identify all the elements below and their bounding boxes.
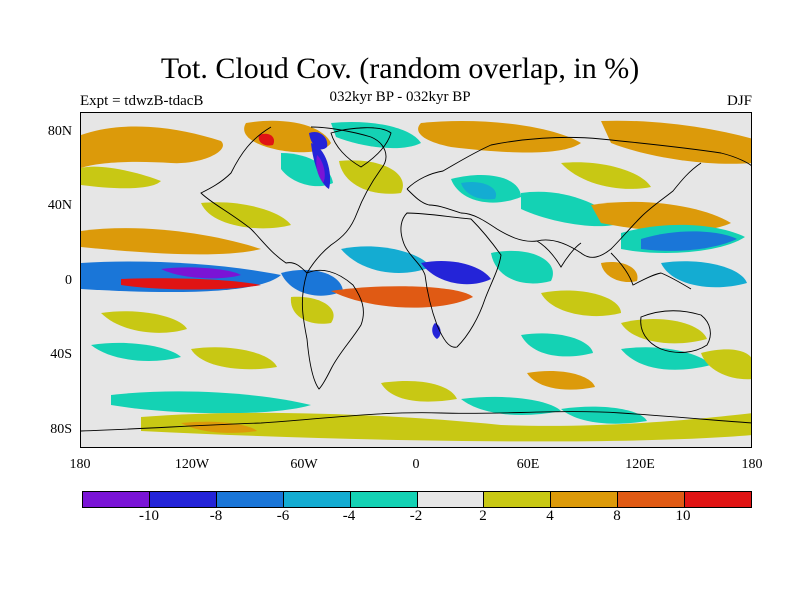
anomaly-blob [121,278,261,290]
anomaly-blob [91,342,181,361]
y-tick-label: 0 [65,273,72,288]
anomaly-blob [181,421,257,433]
europe-asia-coast [406,136,751,258]
anomaly-blob [491,250,553,284]
anomaly-blob [331,121,421,149]
colorbar-swatch [551,492,619,507]
anomaly-blob [316,155,325,183]
anomaly-blob [81,166,161,189]
x-tick-label: 0 [412,457,420,472]
colorbar-swatch [685,492,752,507]
anomaly-blob [591,201,731,232]
colorbar-label: -10 [139,508,159,524]
anomaly-blob [421,260,491,285]
australia-coast [640,310,711,353]
anomaly-blob [281,269,343,296]
anomaly-blob [641,231,737,251]
cloud-anomaly-map [81,120,751,442]
anomaly-blob [191,347,277,370]
greenland-coast [330,127,392,168]
anomaly-blob [701,349,751,380]
anomaly-blob [331,286,473,308]
y-tick-label: 80N [47,124,72,139]
y-tick-label: 40S [50,347,72,362]
anomaly-blob [521,333,593,357]
colorbar-label: 2 [479,508,487,524]
anomaly-blob [341,246,431,273]
india-coast [536,240,582,268]
anomaly-blob [309,131,328,150]
anomaly-fields [81,120,751,442]
anomaly-blob [527,370,595,390]
anomaly-blob [561,162,651,189]
anomaly-blob [81,228,261,255]
anomaly-blob [101,311,187,333]
colorbar-label: 10 [675,508,691,524]
anomaly-blob [258,133,275,146]
colorbar-swatch [618,492,686,507]
x-tick-label: 120E [625,457,655,472]
anomaly-blob [290,296,334,324]
anomaly-blob [381,380,457,402]
colorbar-swatch [484,492,552,507]
colorbar-swatch [417,492,485,507]
anomaly-blob [461,396,561,415]
x-tick-label: 120W [174,457,210,472]
colorbar-swatch [149,492,217,507]
map-subtitle: 032kyr BP - 032kyr BP [329,89,471,105]
x-tick-label: 180 [69,457,91,472]
anomaly-blob [601,261,638,283]
x-tick-label: 60W [290,457,318,472]
y-tick-label: 80S [50,422,72,437]
colorbar-swatch [216,492,284,507]
anomaly-blob [432,323,441,339]
south-america-coast [301,269,364,390]
anomaly-blob [561,406,647,424]
colorbar-swatch [283,492,351,507]
colorbar-swatch [350,492,418,507]
y-tick-label: 40N [47,198,72,213]
anomaly-blob [201,202,291,229]
colorbar-label: -4 [342,508,356,524]
colorbar [82,491,752,508]
anomaly-blob [339,160,403,194]
anomaly-blob [81,126,223,168]
antarctica-coast [81,411,751,432]
anomaly-blob [521,191,621,227]
anomaly-blob [661,261,747,288]
colorbar-swatch [83,492,150,507]
map-plot-area [80,112,752,448]
colorbar-label: 4 [546,508,554,524]
anomaly-blob [621,318,707,344]
coastlines [81,126,751,432]
anomaly-blob [541,290,621,317]
map-title: Tot. Cloud Cov. (random overlap, in %) [160,52,640,85]
anomaly-blob [621,347,711,370]
colorbar-label: -8 [209,508,223,524]
anomaly-blob [601,120,751,164]
experiment-label: Expt = tdwzB-tdacB [80,93,204,109]
africa-coast [400,212,502,348]
x-tick-label: 60E [516,457,540,472]
season-label: DJF [726,93,752,109]
x-tick-label: 180 [741,457,763,472]
anomaly-blob [141,412,751,442]
colorbar-label: 8 [613,508,621,524]
southeast-asia-coast [610,252,692,290]
colorbar-label: -2 [409,508,423,524]
anomaly-blob [111,391,311,414]
anomaly-blob [418,121,581,153]
colorbar-label: -6 [276,508,290,524]
anomaly-blob [461,181,497,200]
anomaly-blob [161,267,241,279]
